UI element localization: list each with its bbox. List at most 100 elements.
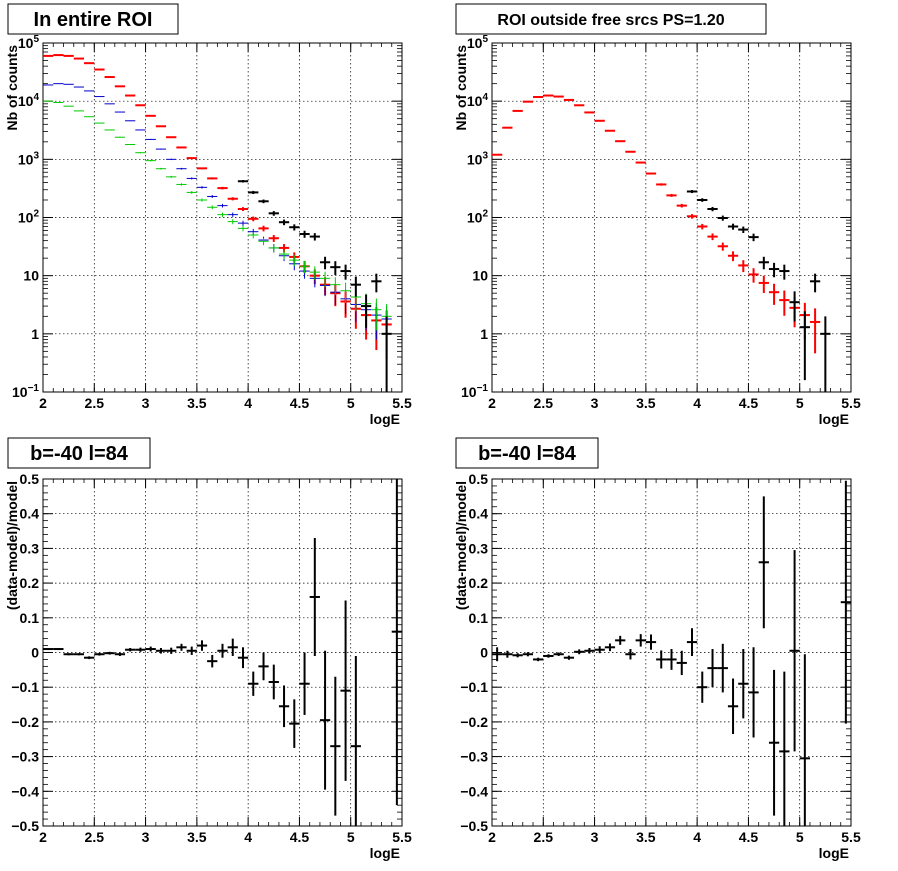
- data-point: [330, 277, 341, 296]
- y-tick-exponent: 4: [482, 92, 488, 103]
- data-point: [63, 653, 74, 656]
- data-point: [155, 647, 167, 654]
- y-tick-label: 0.4: [20, 506, 40, 522]
- y-tick-exponent: 2: [33, 209, 39, 220]
- data-point: [207, 195, 218, 199]
- y-axis-title: Nb of counts: [453, 45, 469, 131]
- data-point: [697, 223, 708, 230]
- data-point: [594, 119, 605, 122]
- data-point: [840, 480, 851, 724]
- data-point: [186, 191, 197, 194]
- data-point: [227, 212, 238, 217]
- data-point: [604, 643, 616, 652]
- y-tick-exponent: 3: [33, 150, 39, 161]
- data-point: [789, 291, 800, 322]
- data-point: [319, 650, 331, 790]
- data-point: [196, 640, 208, 651]
- data-point: [727, 251, 739, 262]
- data-point: [350, 276, 361, 297]
- data-point: [738, 260, 749, 273]
- x-tick-label: 5.5: [841, 395, 861, 411]
- data-point: [645, 634, 657, 650]
- data-point: [707, 649, 718, 688]
- data-point: [635, 634, 646, 647]
- data-point: [278, 685, 290, 728]
- y-tick-label: 0.2: [469, 575, 489, 591]
- x-tick-label: 4: [693, 395, 701, 411]
- y-tick-label: −0.1: [460, 679, 488, 695]
- y-tick-label: −0.4: [460, 783, 488, 799]
- y-tick-label: −0.2: [460, 714, 488, 730]
- x-tick-label: 2.5: [534, 829, 554, 845]
- data-point: [340, 600, 351, 781]
- data-point: [104, 651, 115, 655]
- data-point: [666, 649, 677, 670]
- x-tick-label: 3.5: [636, 395, 656, 411]
- data-point: [492, 647, 503, 662]
- y-tick-label: 0.2: [20, 575, 40, 591]
- data-point: [278, 219, 290, 226]
- data-point: [340, 282, 351, 303]
- data-point: [114, 136, 126, 138]
- data-point: [686, 190, 698, 194]
- data-point: [207, 654, 218, 668]
- y-tick-exponent: 5: [33, 34, 39, 45]
- data-point: [604, 129, 616, 132]
- data-point: [697, 198, 708, 202]
- data-point: [543, 654, 554, 658]
- y-tick-label: 0.1: [20, 610, 40, 626]
- y-tick-label: −0.1: [11, 679, 39, 695]
- data-point: [258, 225, 269, 232]
- data-point: [63, 105, 74, 107]
- data-point: [84, 116, 95, 118]
- x-tick-label: 4.5: [290, 829, 310, 845]
- data-point: [166, 158, 177, 161]
- data-point: [584, 111, 595, 114]
- data-point: [574, 649, 585, 655]
- data-point: [176, 167, 187, 170]
- data-point: [748, 233, 759, 242]
- data-point: [227, 197, 238, 201]
- x-tick-label: 4: [693, 829, 701, 845]
- data-point: [114, 652, 126, 656]
- data-point: [248, 231, 259, 239]
- data-point: [217, 203, 228, 208]
- y-tick-label: 1: [480, 326, 488, 342]
- data-point: [645, 172, 657, 175]
- data-point: [227, 219, 238, 225]
- y-tick-exponent: −1: [28, 383, 40, 394]
- data-point: [676, 650, 687, 676]
- data-point: [237, 225, 249, 232]
- data-point: [217, 186, 228, 190]
- data-point: [758, 256, 769, 270]
- data-point: [676, 203, 687, 208]
- x-tick-label: 3: [591, 829, 599, 845]
- data-point: [717, 242, 728, 251]
- panel-title: b=-40 l=84: [478, 443, 577, 465]
- x-tick-label: 5: [796, 395, 804, 411]
- data-point: [237, 207, 249, 211]
- data-point: [381, 316, 392, 392]
- data-point: [768, 283, 780, 305]
- y-tick-label: 0: [31, 645, 39, 661]
- data-point: [615, 140, 626, 143]
- data-series: [43, 479, 402, 826]
- data-point: [268, 244, 279, 253]
- y-tick-label: 0.3: [469, 540, 489, 556]
- data-point: [196, 198, 208, 202]
- data-point: [155, 148, 167, 150]
- data-point: [135, 152, 146, 154]
- y-axis-title: Nb of counts: [4, 45, 20, 131]
- y-tick-exponent: 3: [482, 150, 488, 161]
- data-point: [809, 308, 821, 354]
- data-point: [666, 193, 677, 197]
- data-point: [768, 262, 780, 278]
- axis-ticks: 2 2.5 3 3.5 4 4.5 5 5.5 −0.5 −0.4 −0.3 −0.2 −0.1 0 0.1…: [11, 471, 412, 845]
- data-point: [125, 120, 136, 122]
- data-point: [94, 122, 105, 124]
- data-point: [125, 647, 136, 652]
- data-point: [563, 655, 575, 660]
- data-point: [319, 256, 331, 270]
